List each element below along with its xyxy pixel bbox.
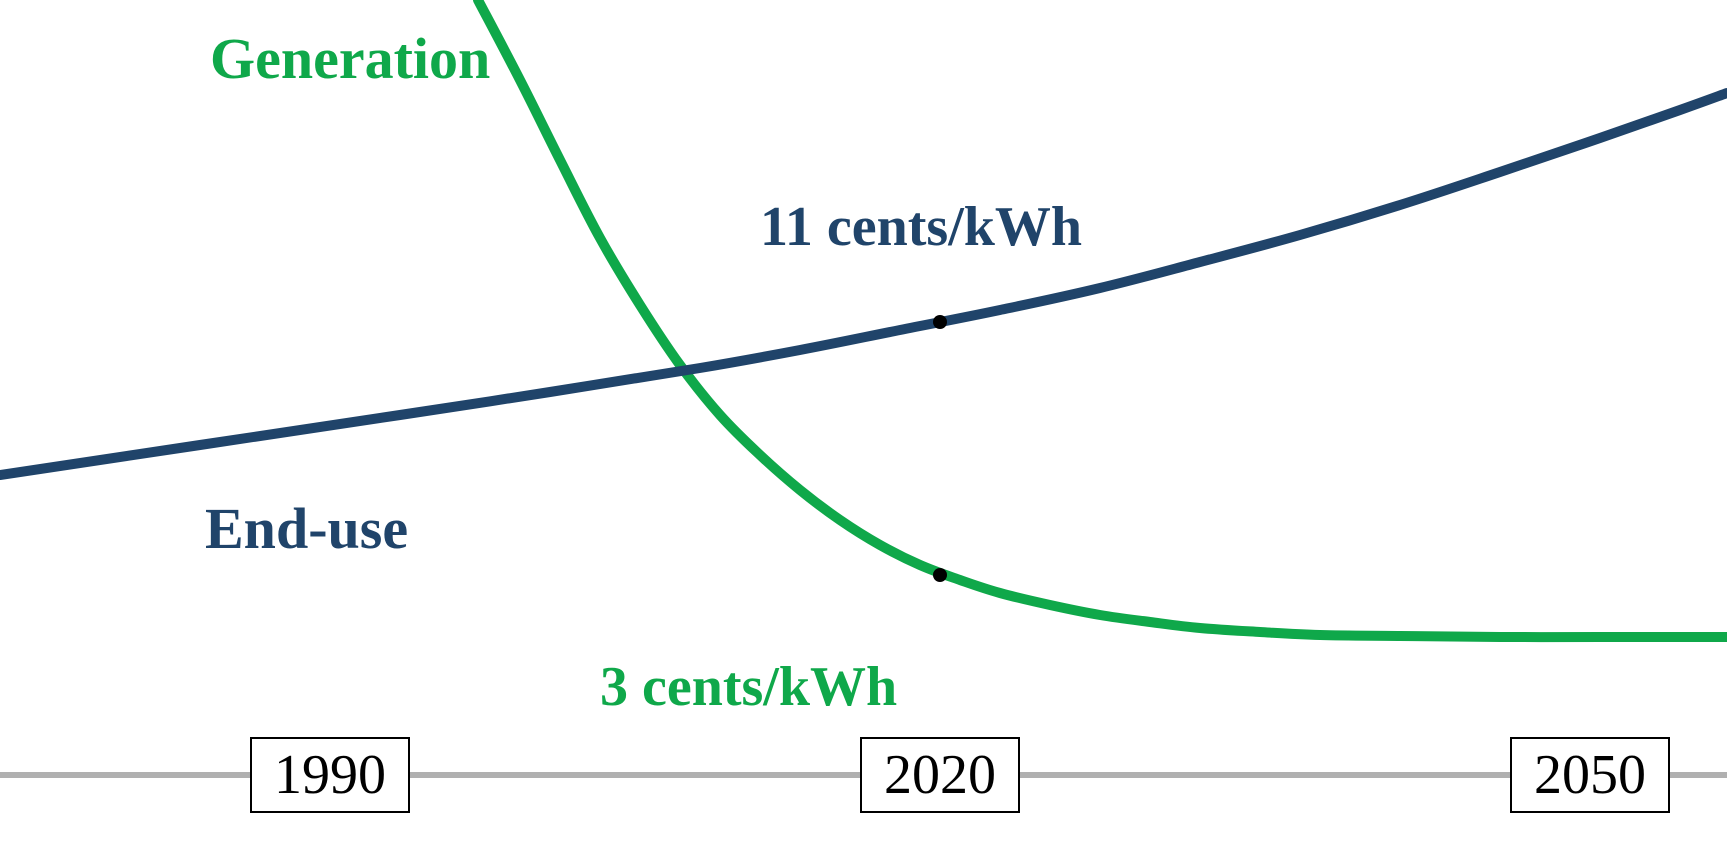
annotation-label-end-use: 11 cents/kWh xyxy=(760,195,1082,259)
x-axis-tick-1990: 1990 xyxy=(250,737,410,813)
annotation-label-generation: 3 cents/kWh xyxy=(600,655,897,719)
series-label-generation: Generation xyxy=(210,25,490,92)
x-axis-tick-2020: 2020 xyxy=(860,737,1020,813)
annotation-marker-generation xyxy=(933,568,947,582)
annotation-marker-end-use xyxy=(933,315,947,329)
cost-curve-chart: Generation 3 cents/kWh End-use 11 cents/kWh… xyxy=(0,0,1727,848)
series-label-end-use: End-use xyxy=(205,495,408,562)
series-line-end-use xyxy=(0,93,1727,475)
x-axis-tick-2050: 2050 xyxy=(1510,737,1670,813)
chart-svg xyxy=(0,0,1727,848)
series-line-generation xyxy=(478,0,1727,637)
